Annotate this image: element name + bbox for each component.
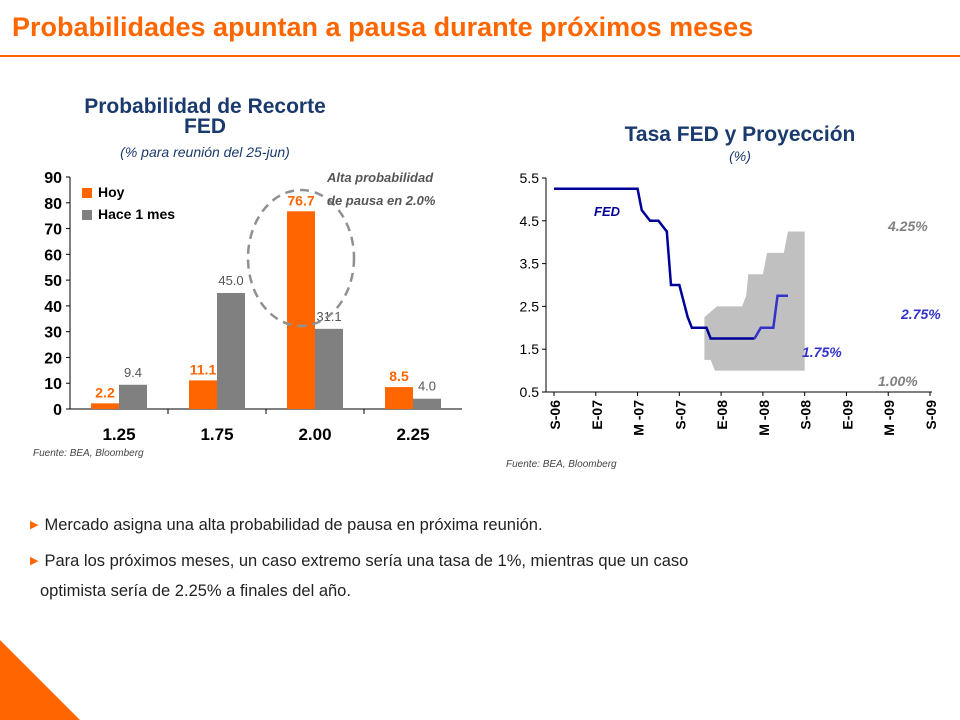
left-chart-title-line2: FED (184, 115, 226, 138)
bullet-text: Para los próximos meses, un caso extremo… (44, 552, 689, 570)
projection-line (753, 294, 788, 340)
annotation-line1: Alta probabilidad (326, 170, 434, 185)
y-tick-label: 4.5 (520, 213, 540, 229)
fed-rate-line (554, 187, 755, 340)
data-label: 8.5 (389, 368, 409, 384)
y-tick-label: 40 (44, 299, 62, 316)
x-tick-label: 2.25 (396, 425, 429, 444)
x-tick-label: S-08 (798, 400, 814, 430)
highlight-ellipse (246, 188, 356, 328)
x-tick-label: S-07 (672, 400, 688, 430)
current-rate-label: 1.75% (802, 344, 842, 360)
slide-title: Probabilidades apuntan a pausa durante p… (12, 12, 754, 42)
x-tick-label: M -08 (756, 400, 772, 436)
y-tick-label: 1.5 (520, 341, 540, 357)
projection-upper-label: 4.25% (887, 218, 928, 234)
annotation-line2: de pausa en 2.0% (327, 193, 436, 208)
x-tick-label: E-08 (714, 400, 730, 430)
y-tick-label: 90 (44, 170, 62, 187)
projection-band (704, 231, 805, 371)
bar-hoy (287, 211, 315, 409)
data-label: 9.4 (124, 365, 142, 380)
fed-rate-line-chart: 0.5 1.5 2.5 3.5 4.5 5.5 S-06 E-07 M -07 S-07 E-08… (520, 170, 942, 436)
data-label: 2.2 (95, 384, 115, 400)
bar-hoy (189, 380, 217, 409)
projection-lower-label: 1.00% (878, 373, 918, 389)
bar-hace-1-mes (119, 384, 147, 409)
legend-swatch-hoy (82, 188, 92, 198)
bullet-text: Mercado asigna una alta probabilidad de … (44, 516, 543, 534)
bar-hace-1-mes (315, 328, 343, 409)
legend-swatch-hace-1-mes (82, 210, 92, 220)
y-tick-label: 60 (44, 247, 62, 264)
y-tick-label: 2.5 (520, 298, 540, 314)
data-label: 4.0 (418, 379, 436, 394)
x-tick-label: M -07 (631, 400, 647, 436)
bullet-item-2-continuation: optimista sería de 2.25% a finales del a… (40, 582, 351, 600)
data-label: 76.7 (287, 192, 314, 208)
y-tick-label: 0.5 (520, 384, 540, 400)
y-tick-label: 20 (44, 350, 62, 367)
bullet-item-2: ▶ Para los próximos meses, un caso extrem… (30, 546, 688, 576)
right-chart-subtitle: (%) (729, 148, 751, 164)
x-tick-label: 2.00 (298, 425, 331, 444)
x-tick-label: M -09 (881, 400, 897, 436)
x-tick-label: E-07 (589, 400, 605, 430)
left-chart-subtitle: (% para reunión del 25-jun) (120, 144, 290, 160)
left-chart-title: Probabilidad de Recorte FED (75, 95, 335, 138)
bar-hoy (91, 403, 119, 409)
y-tick-label: 5.5 (520, 170, 540, 186)
left-chart-title-line1: Probabilidad de Recorte (84, 95, 326, 118)
y-tick-label: 80 (44, 196, 62, 213)
left-chart-source: Fuente: BEA, Bloomberg (33, 448, 144, 459)
corner-decoration (0, 640, 80, 720)
y-tick-label: 10 (44, 376, 62, 393)
y-tick-label: 50 (44, 273, 62, 290)
bar-hace-1-mes (217, 293, 245, 409)
y-tick-label: 30 (44, 325, 62, 342)
right-chart-title: Tasa FED y Proyección (624, 123, 856, 146)
data-label: 11.1 (190, 361, 217, 377)
x-tick-label: S-06 (547, 400, 563, 430)
projection-optimistic-label: 2.75% (900, 306, 941, 322)
y-tick-label: 0 (53, 402, 62, 419)
x-tick-label: 1.75 (200, 425, 233, 444)
fed-series-label: FED (594, 204, 621, 219)
bar-hace-1-mes (413, 398, 441, 409)
y-tick-label: 70 (44, 222, 62, 239)
bullet-item-1: ▶ Mercado asigna una alta probabilidad de… (30, 510, 543, 540)
title-divider (0, 55, 960, 57)
legend-label-hace-1-mes: Hace 1 mes (98, 206, 175, 222)
x-tick-label: E-09 (839, 400, 855, 430)
bar-hoy (385, 387, 413, 409)
x-tick-label: 1.25 (102, 425, 135, 444)
x-tick-label: S-09 (923, 400, 939, 430)
y-tick-label: 3.5 (520, 256, 540, 272)
data-label: 45.0 (218, 273, 243, 288)
legend-label-hoy: Hoy (98, 184, 125, 200)
right-chart-source: Fuente: BEA, Bloomberg (506, 459, 617, 470)
bullet-arrow-icon: ▶ (30, 519, 39, 531)
bullet-arrow-icon: ▶ (30, 555, 39, 567)
